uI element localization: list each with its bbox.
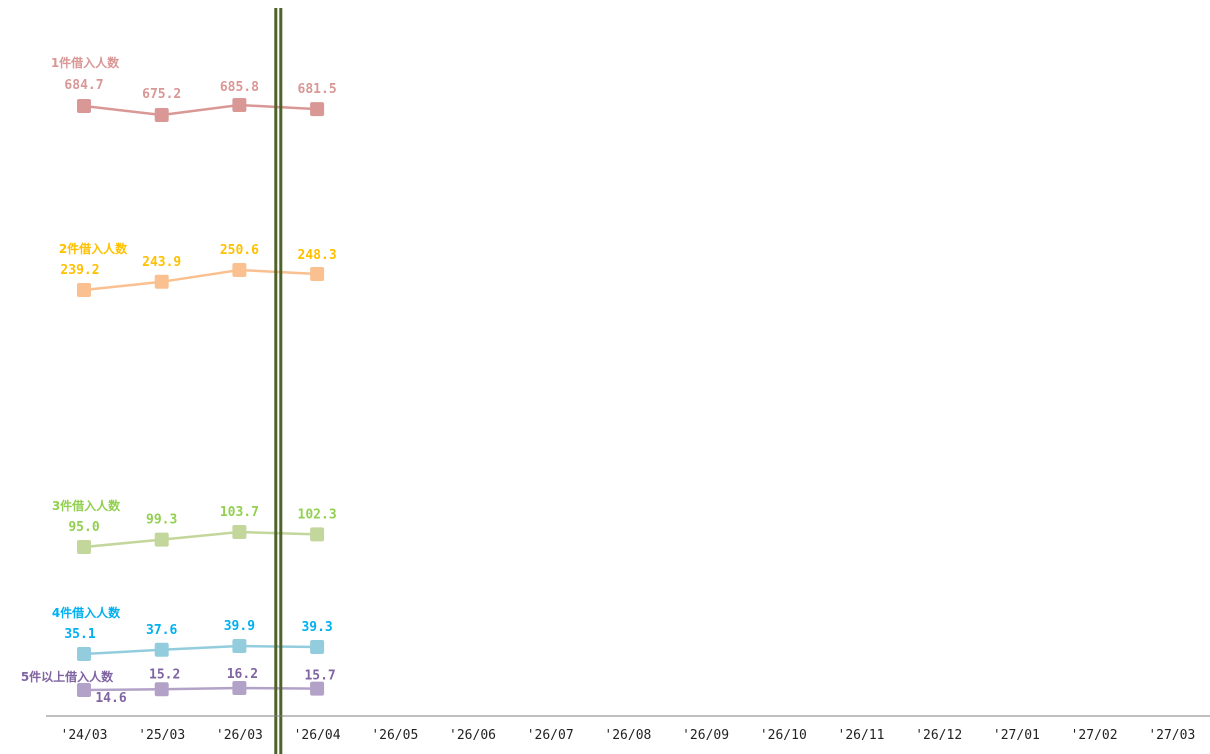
x-tick-label: '26/08 <box>604 728 651 743</box>
data-point <box>77 683 91 697</box>
data-point <box>310 640 325 654</box>
data-point <box>232 639 247 653</box>
x-tick-label: '26/12 <box>915 728 962 743</box>
data-label: 243.9 <box>142 255 181 270</box>
data-point <box>154 532 169 547</box>
data-point <box>154 642 169 657</box>
data-label: 685.8 <box>220 80 259 95</box>
data-label: 681.5 <box>298 82 337 97</box>
series-1: 684.7 675.2 685.8 681.5 1件借入人数 <box>51 55 337 122</box>
period-divider <box>274 8 283 754</box>
data-point <box>77 540 91 554</box>
data-point <box>232 681 247 695</box>
data-point <box>77 647 91 661</box>
series-3: 95.0 99.3 103.7 102.3 3件借入人数 <box>52 498 337 554</box>
data-point <box>77 283 91 297</box>
data-point <box>154 108 169 122</box>
x-tick-label: '26/06 <box>449 728 496 743</box>
series-line <box>83 103 318 117</box>
data-label: 95.0 <box>68 520 99 535</box>
data-label: 39.9 <box>224 619 255 634</box>
series-name-label: 2件借入人数 <box>59 241 128 256</box>
x-tick-label: '27/03 <box>1148 728 1195 743</box>
x-tick-label: '26/10 <box>760 728 807 743</box>
x-tick-label: '27/01 <box>993 728 1040 743</box>
data-label: 103.7 <box>220 505 259 520</box>
x-tick-label: '26/05 <box>371 728 418 743</box>
data-label: 15.7 <box>304 669 335 684</box>
data-point <box>310 681 325 696</box>
data-label: 102.3 <box>298 507 337 522</box>
series-line <box>83 268 318 292</box>
series-2: 239.2 243.9 250.6 248.3 2件借入人数 <box>59 241 337 297</box>
data-label: 684.7 <box>64 78 103 93</box>
data-point <box>310 102 325 117</box>
x-tick-label: '26/11 <box>838 728 885 743</box>
data-label: 99.3 <box>146 513 177 528</box>
series-line <box>83 530 318 549</box>
data-point <box>154 682 169 697</box>
plot-series: 684.7 675.2 685.8 681.5 1件借入人数 239.2 243.9 250.… <box>21 55 337 706</box>
data-point <box>77 99 91 113</box>
data-label: 16.2 <box>227 667 258 682</box>
data-label: 37.6 <box>146 623 177 638</box>
data-label: 250.6 <box>220 243 259 258</box>
data-label: 675.2 <box>142 87 181 102</box>
series-name-label: 1件借入人数 <box>51 55 120 70</box>
x-tick-label: '27/02 <box>1071 728 1118 743</box>
data-label: 15.2 <box>149 667 180 682</box>
series-line <box>83 686 318 692</box>
data-label: 35.1 <box>64 627 95 642</box>
data-point <box>232 525 247 539</box>
series-5: 14.6 15.2 16.2 15.7 5件以上借入人数 <box>21 667 336 706</box>
series-name-label: 4件借入人数 <box>52 605 121 620</box>
data-point <box>232 98 247 112</box>
data-point <box>310 267 325 281</box>
series-name-label: 5件以上借入人数 <box>21 669 114 684</box>
data-label: 239.2 <box>60 263 99 278</box>
x-tick-label: '24/03 <box>61 728 108 743</box>
data-point <box>310 527 325 542</box>
series-name-label: 3件借入人数 <box>52 498 121 513</box>
x-tick-label: '26/03 <box>216 728 263 743</box>
data-point <box>232 263 247 277</box>
x-tick-label: '26/04 <box>294 728 341 743</box>
data-label: 39.3 <box>301 620 332 635</box>
x-axis: '24/03 '25/03 '26/03 '26/04 '26/05 '26/06 '26/… <box>46 715 1210 743</box>
x-tick-label: '26/07 <box>527 728 574 743</box>
series-line <box>83 644 318 656</box>
x-tick-label: '26/09 <box>682 728 729 743</box>
x-tick-label: '25/03 <box>138 728 185 743</box>
data-point <box>154 274 169 289</box>
data-label: 14.6 <box>95 691 126 706</box>
series-4: 35.1 37.6 39.9 39.3 4件借入人数 <box>52 605 333 661</box>
data-label: 248.3 <box>298 248 337 263</box>
